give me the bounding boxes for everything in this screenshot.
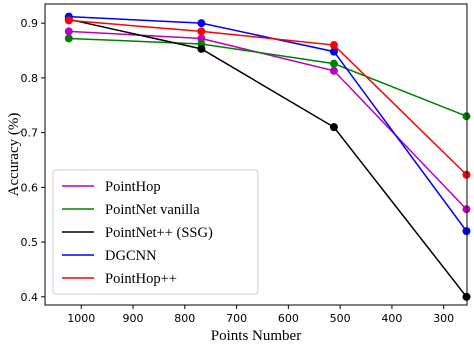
y-tick-label: 0.5	[21, 236, 39, 249]
y-tick-label: 0.6	[21, 181, 39, 194]
legend-label: PointNet++ (SSG)	[105, 225, 213, 241]
legend-entry: DGCNN	[62, 248, 157, 264]
data-point	[64, 27, 73, 36]
data-point	[197, 19, 206, 28]
x-tick-label: 300	[433, 312, 454, 325]
legend-label: PointNet vanilla	[105, 202, 200, 218]
series-2	[64, 34, 471, 121]
plot-frame	[44, 3, 468, 306]
data-point	[197, 34, 206, 43]
x-tick-label: 600	[278, 312, 299, 325]
data-point	[329, 47, 338, 56]
series-1	[64, 27, 471, 214]
legend-box	[52, 169, 259, 295]
data-point	[462, 292, 471, 301]
series-line	[68, 37, 467, 117]
x-tick-label: 700	[226, 312, 247, 325]
data-point	[329, 41, 338, 50]
x-tick-label: 1000	[67, 312, 95, 325]
x-tick-label: 900	[123, 312, 144, 325]
series-line	[68, 19, 468, 176]
data-point	[462, 227, 471, 236]
legend: PointHop PointNet vanilla PointNet++ (SSG)…	[52, 169, 259, 295]
x-tick-label: 400	[381, 312, 402, 325]
axis-ticks: 0.4 0.5 0.6 0.7 0.8 0.9 1000 900 800 700 600 500 400…	[21, 17, 455, 325]
data-point	[462, 112, 471, 121]
series-line	[68, 15, 468, 232]
data-point	[64, 16, 73, 25]
data-point	[329, 66, 338, 75]
series-line	[68, 18, 468, 298]
legend-label: PointHop	[105, 179, 161, 195]
data-point	[197, 44, 206, 53]
series-line	[68, 30, 468, 210]
legend-entry: PointNet vanilla	[62, 202, 200, 218]
y-tick-label: 0.4	[21, 291, 39, 304]
legend-label: PointHop++	[105, 271, 177, 287]
data-point	[462, 170, 471, 179]
y-tick-label: 0.8	[21, 72, 39, 85]
data-point	[197, 27, 206, 36]
data-point	[462, 205, 471, 214]
x-axis-label: Points Number	[211, 328, 301, 344]
legend-entry: PointHop++	[62, 271, 177, 287]
series-5	[64, 16, 471, 179]
x-tick-label: 800	[174, 312, 195, 325]
y-axis-label: Accuracy (%)	[6, 113, 22, 197]
x-tick-label: 500	[330, 312, 351, 325]
legend-entry: PointNet++ (SSG)	[62, 225, 213, 241]
data-point	[329, 59, 338, 68]
legend-entry: PointHop	[62, 179, 161, 195]
data-point	[329, 123, 338, 132]
legend-label: DGCNN	[105, 248, 157, 264]
data-point	[64, 34, 73, 43]
series-4	[64, 12, 471, 236]
y-tick-label: 0.7	[21, 127, 39, 140]
plot-area	[64, 12, 471, 301]
y-tick-label: 0.9	[21, 17, 39, 30]
